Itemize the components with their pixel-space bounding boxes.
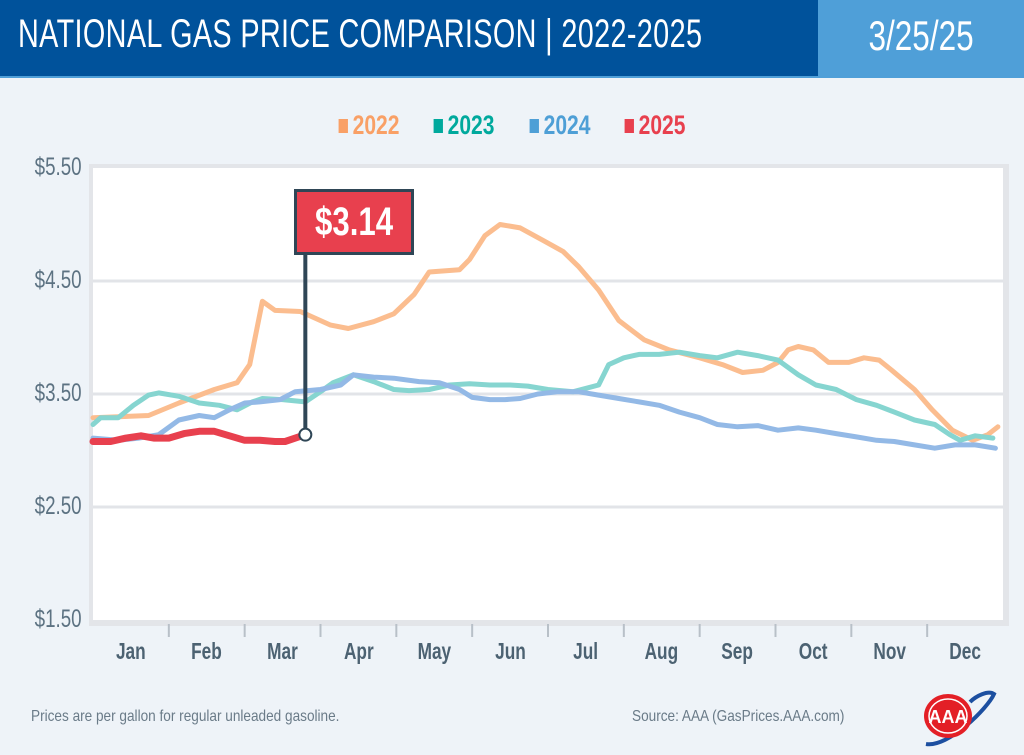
legend-label: 2025 (638, 110, 686, 140)
header-divider (0, 76, 1024, 78)
legend: 2022 2023 2024 2025 (0, 110, 1024, 141)
legend-label: 2023 (447, 110, 495, 140)
legend-swatch (338, 119, 348, 133)
y-tick-label: $2.50 (35, 492, 82, 520)
x-tick-label: Sep (721, 638, 754, 664)
y-tick-label: $1.50 (35, 605, 82, 633)
x-tick-label: Apr (343, 638, 374, 664)
current-price-marker (298, 427, 313, 442)
date-label: 3/25/25 (868, 12, 974, 59)
x-tick-label: May (417, 638, 452, 664)
footer-source: Source: AAA (GasPrices.AAA.com) (632, 708, 845, 725)
legend-label: 2024 (543, 110, 591, 140)
y-tick-label: $5.50 (35, 153, 82, 181)
series-line-2025 (89, 427, 309, 445)
y-tick-label: $4.50 (35, 266, 82, 294)
legend-swatch (433, 119, 444, 133)
aaa-logo: AAA (924, 690, 997, 747)
legend-swatch (529, 119, 539, 133)
header-bar: NATIONAL GAS PRICE COMPARISON | 2022-202… (0, 0, 818, 76)
legend-item-2023: 2023 (433, 110, 495, 141)
callout-label: $3.14 (314, 200, 394, 244)
x-tick-label: Nov (872, 638, 906, 664)
x-tick-label: Jul (573, 638, 599, 664)
x-tick-label: Aug (644, 638, 679, 664)
legend-item-2022: 2022 (338, 110, 399, 141)
chart-title: NATIONAL GAS PRICE COMPARISON | 2022-202… (18, 12, 703, 56)
x-tick-label: Mar (267, 638, 298, 664)
footer-note: Prices are per gallon for regular unlead… (31, 708, 340, 725)
legend-item-2025: 2025 (624, 110, 686, 141)
x-tick-label: Oct (799, 638, 828, 664)
legend-item-2024: 2024 (529, 110, 590, 141)
series-line-2023 (90, 349, 996, 443)
y-tick-label: $3.50 (35, 379, 82, 407)
date-panel: 3/25/25 (818, 0, 1024, 76)
x-tick-label: Jun (494, 638, 526, 664)
legend-label: 2022 (352, 110, 400, 140)
legend-swatch (624, 119, 635, 133)
x-tick-label: Dec (949, 638, 981, 664)
x-tick-label: Feb (191, 638, 223, 664)
series-line-2024 (90, 372, 998, 451)
x-tick-label: Jan (116, 638, 146, 664)
svg-text:AAA: AAA (929, 707, 968, 727)
series-line-2022 (90, 222, 1001, 443)
current-price-callout: $3.14 (294, 189, 414, 255)
